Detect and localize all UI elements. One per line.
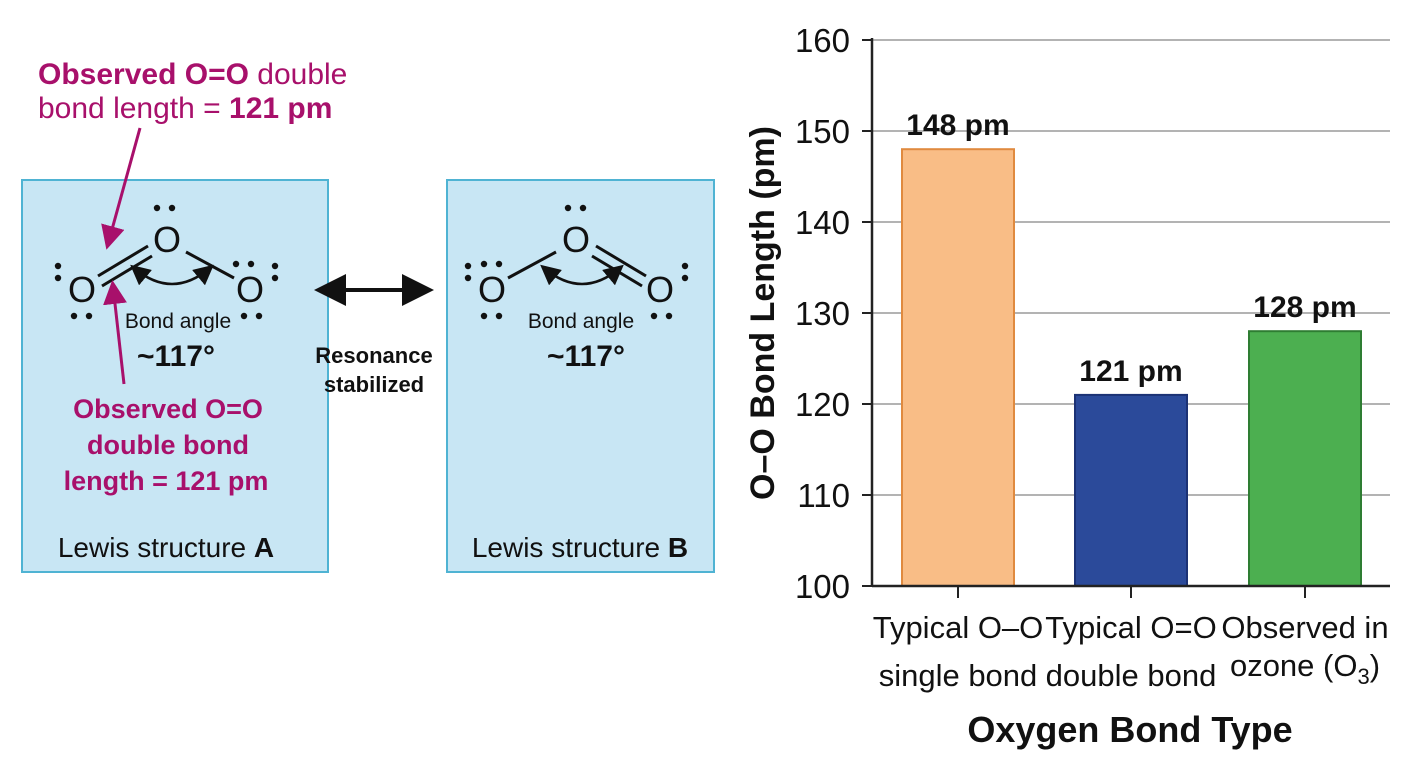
- annotation-arrow-top: [101, 127, 142, 250]
- x-axis-title: Oxygen Bond Type: [967, 709, 1292, 750]
- atom-left: O: [68, 269, 96, 310]
- x-tick-label: double bond: [1046, 658, 1217, 693]
- lewis-panel-a: [21, 179, 329, 573]
- lewis-structure-a: O O O Bond angle ~117°: [54, 204, 279, 373]
- resonance-label-line2: stabilized: [324, 372, 424, 397]
- x-tick-label: Typical O=O: [1045, 610, 1216, 645]
- annotation-arrow-bottom: [103, 280, 127, 385]
- lone-pair-dots: [54, 204, 279, 320]
- x-tick-label-text: ): [1370, 648, 1380, 683]
- lewis-caption-b: Lewis structure B: [472, 532, 688, 563]
- atom-right: O: [236, 269, 264, 310]
- y-axis-title: O–O Bond Length (pm): [744, 126, 782, 500]
- atom-center: O: [562, 219, 590, 260]
- lewis-caption-prefix: Lewis structure: [472, 532, 668, 563]
- bond-angle-value: ~117°: [547, 340, 625, 373]
- bar: [1248, 330, 1362, 588]
- bar-value-label: 148 pm: [906, 109, 1009, 142]
- single-bond-line: [507, 250, 557, 280]
- y-tick-label: 160: [795, 22, 850, 59]
- bar-value-label: 128 pm: [1253, 291, 1356, 324]
- bar: [1074, 393, 1188, 587]
- y-tick-label: 130: [795, 295, 850, 332]
- top-annotation-line2-rest: bond length =: [38, 92, 229, 125]
- top-annotation-bold: Observed O=O: [38, 58, 249, 91]
- x-tick-label-subscript: 3: [1357, 664, 1369, 689]
- bond-angle-label: Bond angle: [528, 310, 634, 333]
- x-tick-label: ozone (O3): [1230, 648, 1380, 689]
- y-tick-label: 100: [795, 568, 850, 605]
- double-bond-line: [595, 244, 647, 278]
- atom-left: O: [478, 269, 506, 310]
- bond-angle-arc: [540, 264, 624, 286]
- x-tick-label: Typical O–O: [873, 610, 1044, 645]
- lower-annotation-line3: length = 121 pm: [64, 466, 269, 496]
- atom-center: O: [153, 219, 181, 260]
- lewis-caption-letter: B: [668, 532, 688, 563]
- top-annotation-line1: Observed O=O double: [38, 58, 347, 91]
- top-annotation-line2-bold: 121 pm: [229, 92, 332, 125]
- top-annotation-line2: bond length = 121 pm: [38, 92, 332, 125]
- bond-angle-label: Bond angle: [125, 310, 231, 333]
- x-tick-label: Observed in: [1221, 610, 1388, 645]
- y-tick-label: 120: [795, 386, 850, 423]
- resonance-label-line1: Resonance: [315, 343, 432, 368]
- x-tick-label-text: ozone (O: [1230, 648, 1358, 683]
- lewis-caption-letter: A: [254, 532, 274, 563]
- atom-right: O: [646, 269, 674, 310]
- lone-pair-dots: [464, 204, 689, 320]
- bond-length-chart: 100 110 120 130 140 150 160 148 pm 121 pm 128 pm T…: [744, 22, 1390, 750]
- lewis-structure-b: O O O Bond angle ~117°: [464, 204, 689, 373]
- y-tick-label: 110: [797, 477, 850, 514]
- lewis-caption-a: Lewis structure A: [58, 532, 274, 563]
- lewis-caption-prefix: Lewis structure: [58, 532, 254, 563]
- bar: [901, 148, 1015, 587]
- bond-angle-arc: [130, 264, 214, 286]
- bond-angle-value: ~117°: [137, 340, 215, 373]
- y-tick-label: 150: [795, 113, 850, 150]
- lower-annotation-line2: double bond: [87, 430, 249, 460]
- lower-annotation-line1: Observed O=O: [73, 394, 263, 424]
- y-tick-label: 140: [795, 204, 850, 241]
- top-annotation-rest: double: [249, 58, 347, 91]
- bar-value-label: 121 pm: [1079, 355, 1182, 388]
- x-tick-label: single bond: [879, 658, 1038, 693]
- lewis-panel-b: [446, 179, 715, 573]
- double-bond-line: [97, 244, 149, 278]
